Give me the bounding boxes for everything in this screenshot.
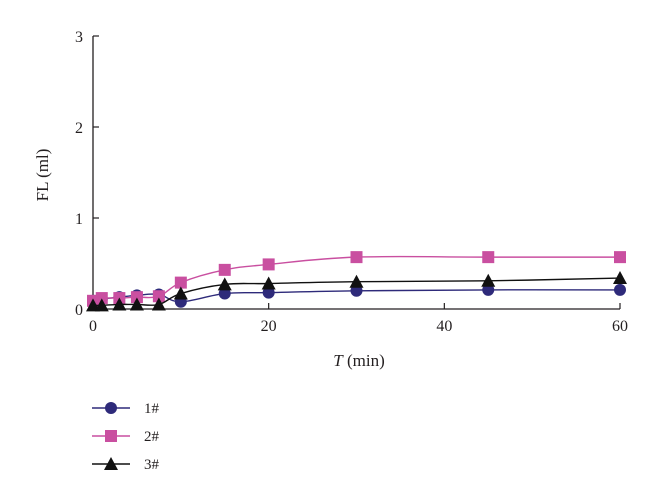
y-tick-label: 3: [75, 29, 83, 46]
y-tick-label: 0: [75, 302, 83, 319]
legend-item: 1#: [92, 401, 160, 417]
y-tick-label: 2: [75, 120, 83, 137]
x-tick-label: 60: [612, 318, 628, 335]
data-point: [173, 286, 188, 300]
x-tick-label: 0: [89, 318, 97, 335]
y-tick-label: 1: [75, 211, 83, 228]
data-point: [481, 273, 496, 287]
series-layer: [86, 251, 627, 312]
data-point: [217, 277, 232, 291]
data-point: [94, 298, 109, 312]
legend-marker: [105, 402, 117, 414]
legend-label: 2#: [144, 429, 160, 445]
x-tick-label: 40: [436, 318, 452, 335]
data-point: [95, 292, 108, 305]
axes: 0 1 2 3 0 20 40 60: [75, 29, 628, 335]
data-point: [613, 271, 627, 285]
data-point: [129, 297, 144, 311]
data-point: [112, 297, 127, 311]
data-point: [86, 298, 100, 312]
x-axis-title-unit: (min): [343, 351, 385, 370]
series-3: [86, 271, 627, 312]
legend-item: 2#: [92, 429, 160, 445]
x-tick-label: 20: [261, 318, 277, 335]
y-axis-title: FL (ml): [33, 149, 52, 202]
data-point: [218, 263, 231, 276]
data-point: [151, 297, 166, 311]
data-point: [174, 276, 187, 289]
data-point: [482, 283, 495, 296]
data-point: [262, 286, 275, 299]
data-point: [152, 290, 165, 303]
data-point: [262, 258, 275, 271]
legend-label: 3#: [144, 457, 160, 473]
legend: 1# 2# 3#: [92, 401, 160, 473]
series-2: [87, 251, 626, 307]
legend-item: 3#: [92, 457, 160, 473]
data-point: [130, 291, 143, 304]
data-point: [482, 251, 495, 264]
legend-label: 1#: [144, 401, 160, 417]
data-point: [614, 283, 626, 296]
data-point: [261, 276, 276, 290]
legend-marker: [105, 430, 117, 442]
legend-marker: [104, 457, 118, 470]
data-point: [218, 287, 231, 300]
x-axis-title: T (min): [333, 351, 385, 370]
data-point: [349, 274, 364, 288]
data-point: [350, 251, 363, 264]
data-point: [614, 251, 626, 264]
x-axis-title-var: T: [333, 351, 344, 370]
data-point: [350, 284, 363, 297]
